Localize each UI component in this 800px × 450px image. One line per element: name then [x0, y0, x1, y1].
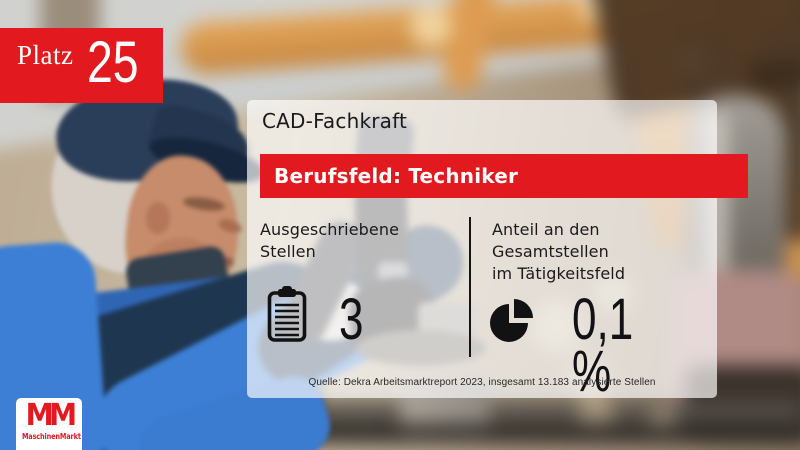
source-note: Quelle: Dekra Arbeitsmarktreport 2023, i… — [308, 377, 656, 388]
bokeh-highlight — [410, 6, 452, 48]
mm-logo-subtext: MaschinenMarkt — [21, 432, 81, 441]
mm-logo: MM MaschinenMarkt — [16, 398, 82, 450]
rank-number: 25 — [86, 30, 139, 95]
worker-ear — [146, 202, 170, 234]
stat-value-share: 0,1 % — [572, 287, 634, 404]
pie-chart-icon — [490, 299, 533, 342]
rank-badge: Platz 25 — [0, 28, 163, 103]
mm-logo-text: MM — [25, 398, 77, 433]
info-card: CAD-Fachkraft Berufsfeld: Techniker Ausg… — [247, 100, 748, 404]
job-title: CAD-Fachkraft — [262, 109, 408, 133]
stat-value-open-positions: 3 — [339, 287, 364, 352]
column-divider — [469, 217, 471, 357]
clipboard-icon — [267, 286, 307, 342]
field-banner-label: Berufsfeld: Techniker — [274, 164, 519, 188]
field-banner: Berufsfeld: Techniker — [260, 154, 748, 198]
stat-label-open-positions: Ausgeschriebene Stellen — [260, 220, 400, 261]
stat-label-share: Anteil an den Gesamtstellen im Tätigkeit… — [492, 220, 626, 283]
rank-label: Platz — [17, 40, 74, 70]
